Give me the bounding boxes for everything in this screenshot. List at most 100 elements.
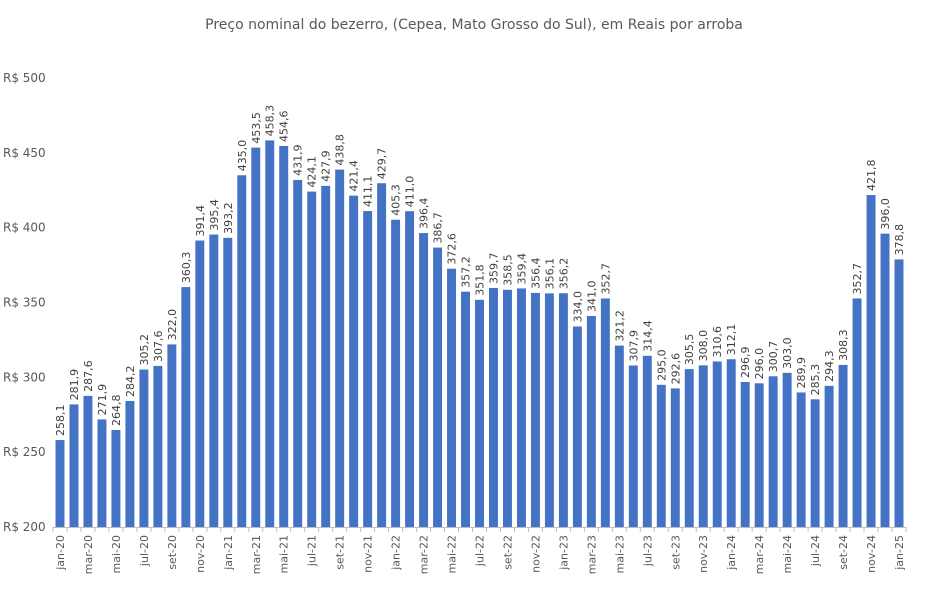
bar [852,298,862,527]
bar [461,291,470,527]
bar [377,183,387,527]
data-label: 322,0 [166,309,179,341]
x-tick-label: nov-22 [529,535,542,573]
bar [139,369,149,527]
x-tick-label: jul-22 [474,535,487,567]
bar [544,293,554,527]
bar [83,395,93,527]
x-tick-label: mai-24 [781,535,794,573]
data-label: 289,9 [795,357,808,389]
bar [307,191,317,527]
data-label: 305,2 [138,334,151,366]
bar [125,400,135,527]
bar [628,365,638,527]
bar [894,259,904,527]
y-axis: R$ 200 R$ 250 R$ 300 R$ 350 R$ 400 R$ 450 R$ 5… [3,71,46,534]
bar [419,233,429,528]
bar [558,293,568,527]
data-label: 356,2 [557,258,570,290]
data-label: 396,0 [879,198,892,230]
data-label: 296,0 [753,348,766,380]
data-label: 305,5 [683,334,696,366]
data-label: 334,0 [571,291,584,323]
bar [279,145,289,527]
bar [670,388,680,527]
data-label: 356,1 [543,258,556,290]
bar [614,345,624,527]
x-tick-label: mar-24 [753,535,766,574]
bar [265,140,275,527]
x-tick-label: mar-22 [418,535,431,574]
bar [167,344,177,527]
x-tick-label: jan-23 [557,535,570,571]
data-label: 393,2 [222,202,235,234]
data-label: 303,0 [781,337,794,369]
bar [293,179,303,528]
bar [726,359,736,527]
bar [111,430,121,527]
x-tick-label: mai-23 [613,535,626,573]
chart-title: Preço nominal do bezerro, (Cepea, Mato G… [205,17,743,33]
bar [237,175,247,527]
x-tick-label: mai-21 [278,535,291,573]
y-tick-label: R$ 500 [3,71,46,85]
data-label: 352,7 [851,263,864,295]
data-label: 294,3 [823,350,836,382]
y-tick-label: R$ 250 [3,445,46,459]
data-label: 351,8 [474,264,487,296]
data-label: 427,9 [320,150,333,182]
data-label: 284,2 [124,365,137,397]
data-label: 307,6 [152,330,165,362]
x-tick-label: mar-20 [82,535,95,574]
x-tick-label: jul-20 [138,535,151,567]
bar [656,384,666,527]
bar [489,287,498,527]
x-tick-label: nov-21 [362,535,375,573]
data-label: 359,7 [487,252,500,284]
bar [516,288,526,527]
bar [335,169,345,527]
data-label: 264,8 [110,395,123,427]
bar [433,247,443,527]
bar [502,289,512,527]
bar [195,240,205,528]
x-tick-label: jan-25 [893,535,906,571]
data-label: 391,4 [194,205,207,237]
bar [349,195,359,527]
bars [55,140,904,528]
bar [530,292,540,527]
x-tick-label: nov-24 [865,535,878,573]
x-tick-label: mar-23 [585,535,598,574]
data-label: 314,4 [641,320,654,352]
bar [754,383,764,527]
bar [768,376,778,527]
bar [223,237,233,527]
data-label: 296,9 [739,346,752,378]
x-tick-label: set-20 [166,535,179,570]
data-label: 300,7 [767,341,780,373]
data-label: 356,4 [529,257,542,289]
bar [740,381,750,527]
bar [181,287,191,527]
x-tick-label: set-24 [837,535,850,570]
data-label: 281,9 [68,369,81,401]
data-label: 421,8 [865,160,878,192]
data-label: 424,1 [306,156,319,188]
data-label: 341,0 [585,280,598,312]
data-label: 453,5 [250,112,263,144]
bar [321,185,331,527]
data-label: 310,6 [711,326,724,358]
data-label: 421,4 [348,160,361,192]
data-label: 435,0 [236,140,249,172]
x-tick-label: jan-20 [54,535,67,571]
x-axis: jan-20 mar-20 mai-20 jul-20 set-20 nov-20 jan-… [52,527,907,574]
bar [447,268,457,527]
x-tick-label: set-21 [334,535,347,570]
bar [251,147,261,527]
x-tick-label: nov-20 [194,535,207,573]
bar [866,195,876,528]
bar [698,365,708,527]
bar [712,361,722,527]
